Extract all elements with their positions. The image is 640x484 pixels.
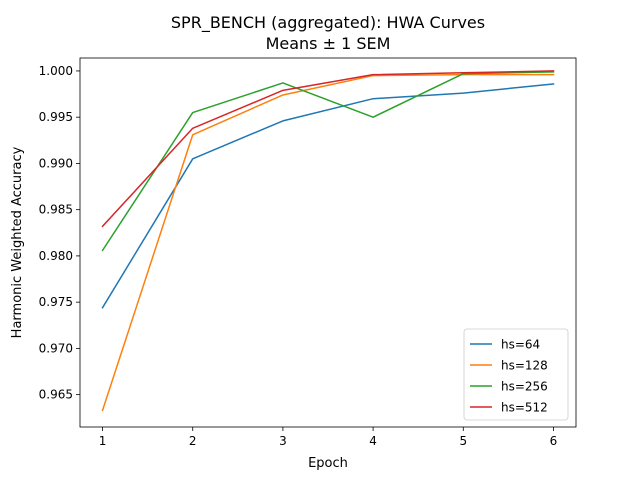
legend-label: hs=128 xyxy=(501,359,548,373)
chart-subtitle: Means ± 1 SEM xyxy=(266,34,391,53)
y-axis-label: Harmonic Weighted Accuracy xyxy=(10,146,25,338)
x-tick-label: 1 xyxy=(99,434,107,448)
series-layer xyxy=(101,70,555,412)
plot-area-frame xyxy=(79,57,577,428)
y-tick-label: 1.000 xyxy=(39,64,73,78)
legend-frame xyxy=(463,328,569,421)
series-line-hs-128 xyxy=(101,73,555,412)
legend: hs=64 hs=128 hs=256 hs=512 xyxy=(463,328,569,421)
legend-entries: hs=64 hs=128 hs=256 hs=512 xyxy=(470,338,548,415)
x-tick-label: 6 xyxy=(550,434,558,448)
y-axis-ticks: 0.965 0.970 0.975 0.980 0.985 0.990 0.995 1.000 xyxy=(39,64,80,402)
y-tick-label: 0.975 xyxy=(39,295,73,309)
x-tick-label: 4 xyxy=(369,434,377,448)
series-line-hs-256 xyxy=(101,71,555,252)
series-line-hs-64 xyxy=(101,83,555,309)
y-tick-label: 0.995 xyxy=(39,110,73,124)
series-line-hs-512 xyxy=(101,70,555,228)
legend-label: hs=256 xyxy=(501,380,548,394)
legend-label: hs=64 xyxy=(501,338,540,352)
y-tick-label: 0.980 xyxy=(39,249,73,263)
x-tick-label: 5 xyxy=(459,434,467,448)
y-tick-label: 0.965 xyxy=(39,388,73,402)
legend-label: hs=512 xyxy=(501,401,548,415)
x-tick-label: 2 xyxy=(189,434,197,448)
x-tick-label: 3 xyxy=(279,434,287,448)
y-tick-label: 0.990 xyxy=(39,156,73,170)
y-tick-label: 0.985 xyxy=(39,203,73,217)
y-tick-label: 0.970 xyxy=(39,341,73,355)
x-axis-ticks: 1 2 3 4 5 6 xyxy=(99,427,558,448)
chart-title: SPR_BENCH (aggregated): HWA Curves xyxy=(171,13,485,33)
x-axis-label: Epoch xyxy=(308,456,348,471)
